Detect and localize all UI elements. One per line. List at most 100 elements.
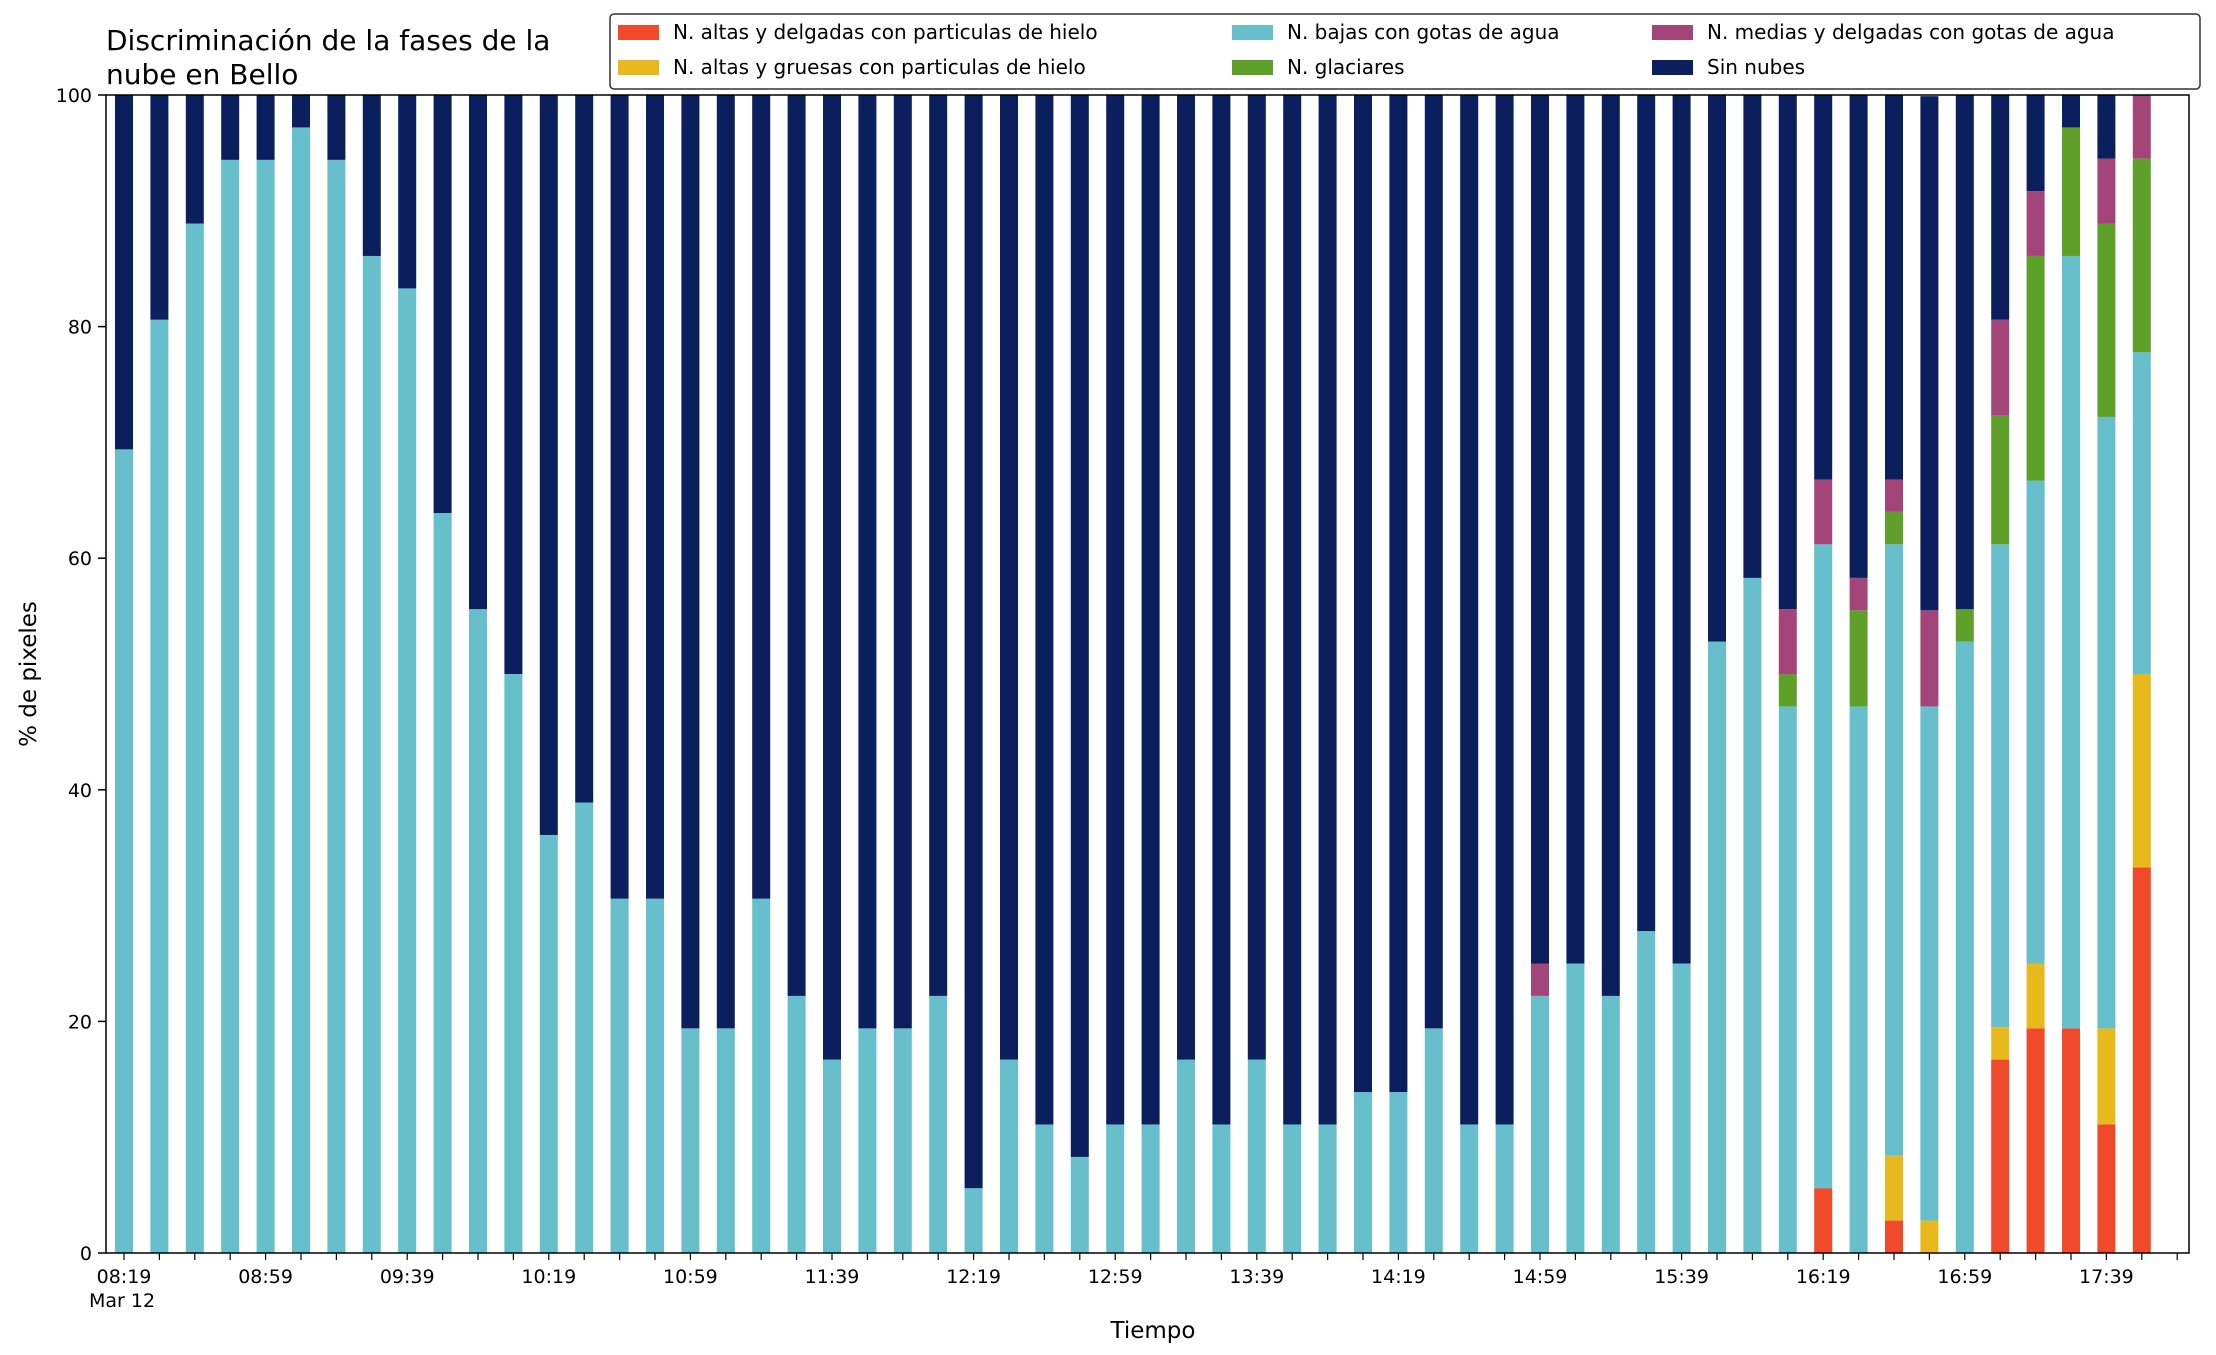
bar-segment-5-5 (292, 95, 310, 128)
bar-segment-2-18 (752, 898, 771, 1253)
bar-segment-2-15 (646, 898, 664, 1253)
bar-segment-2-14 (610, 898, 629, 1253)
bar-segment-2-20 (823, 1059, 841, 1253)
bar-segment-4-48 (1814, 479, 1833, 545)
bar-segment-2-5 (292, 127, 310, 1253)
x-tick-label-10:19: 10:19 (521, 1266, 576, 1288)
bar-segment-5-32 (1247, 95, 1266, 1060)
bar-segment-2-53 (1991, 544, 2010, 1028)
bar-segment-2-4 (256, 159, 275, 1254)
bar-segment-2-27 (1070, 1156, 1089, 1253)
y-axis: 0 20 40 60 80 100 (56, 85, 106, 1265)
bar-segment-2-35 (1354, 1092, 1372, 1253)
bar-segment-5-36 (1389, 95, 1408, 1093)
bar-segment-2-34 (1318, 1124, 1337, 1253)
bar-segment-2-39 (1495, 1124, 1514, 1253)
bar-segment-4-57 (2132, 95, 2151, 159)
legend-swatch-3 (1232, 60, 1273, 75)
bar-segment-0-48 (1814, 1188, 1833, 1253)
legend-label-0: N. altas y delgadas con particulas de hi… (673, 20, 1098, 44)
bar-segment-5-55 (2062, 95, 2080, 128)
bar-segment-0-53 (1991, 1059, 2010, 1253)
bar-segment-5-49 (1849, 95, 1868, 578)
bar-segment-5-3 (221, 95, 240, 160)
bar-segment-1-54 (2026, 963, 2045, 1029)
bar-segment-5-47 (1778, 95, 1797, 610)
bar-segment-5-45 (1708, 95, 1726, 642)
bar-segment-2-28 (1106, 1124, 1125, 1253)
bar-segment-5-52 (1955, 95, 1974, 610)
bar-segment-2-49 (1849, 706, 1868, 1253)
x-tick-label-16:59: 16:59 (1937, 1266, 1992, 1288)
bar-segment-2-16 (681, 1028, 700, 1253)
bar-segment-2-43 (1637, 931, 1656, 1253)
bar-segment-5-44 (1672, 95, 1691, 964)
bar-segment-0-50 (1885, 1220, 1903, 1253)
bar-segment-5-31 (1212, 95, 1231, 1125)
bar-segment-2-41 (1566, 963, 1585, 1253)
bar-segment-3-57 (2132, 158, 2151, 353)
bar-segment-5-46 (1743, 95, 1762, 578)
bar-segment-5-48 (1814, 95, 1833, 480)
bar-segment-0-57 (2132, 867, 2151, 1253)
bar-segment-5-12 (539, 95, 558, 835)
bar-segment-5-50 (1885, 95, 1903, 480)
bar-segment-5-18 (752, 95, 771, 899)
legend-swatch-0 (618, 25, 659, 40)
bar-segment-4-47 (1778, 609, 1797, 674)
x-tick-label-17:39: 17:39 (2079, 1266, 2134, 1288)
bar-segment-2-50 (1885, 544, 1903, 1156)
chart-title-line-1: Discriminación de la fases de la (106, 24, 550, 57)
bar-segment-2-46 (1743, 577, 1762, 1253)
bar-segment-2-54 (2026, 480, 2045, 964)
bar-segment-5-33 (1283, 95, 1302, 1125)
plot-frame (105, 94, 2190, 1254)
bar-segment-0-55 (2062, 1028, 2080, 1253)
bar-segment-5-14 (610, 95, 629, 899)
bar-segment-5-0 (115, 95, 133, 450)
bar-segment-4-50 (1885, 479, 1903, 512)
x-tick-label-12:59: 12:59 (1088, 1266, 1143, 1288)
x-axis-label: Tiempo (1110, 1318, 1196, 1344)
bar-segment-2-7 (362, 255, 381, 1253)
bar-segment-3-55 (2062, 127, 2080, 256)
bar-segment-0-56 (2097, 1124, 2116, 1253)
bar-segment-2-45 (1708, 641, 1726, 1253)
bar-segment-4-51 (1920, 610, 1939, 707)
bars-layer (115, 95, 2151, 1254)
x-tick-label-16:19: 16:19 (1796, 1266, 1851, 1288)
bar-segment-5-22 (893, 95, 912, 1029)
bar-segment-5-25 (1000, 95, 1018, 1060)
bar-segment-2-36 (1389, 1092, 1408, 1253)
bar-segment-2-26 (1035, 1124, 1054, 1253)
legend-label-1: N. altas y gruesas con particulas de hie… (673, 55, 1086, 79)
bar-segment-3-54 (2026, 255, 2045, 481)
bar-segment-2-19 (787, 995, 806, 1253)
x-tick-label-14:19: 14:19 (1371, 1266, 1426, 1288)
bar-segment-2-44 (1672, 963, 1691, 1253)
bar-segment-1-57 (2132, 674, 2151, 868)
bar-segment-5-42 (1601, 95, 1620, 996)
legend-swatch-1 (618, 60, 659, 75)
legend-label-2: N. bajas con gotas de agua (1287, 20, 1560, 44)
bar-segment-5-53 (1991, 95, 2010, 320)
bar-segment-2-9 (433, 513, 452, 1253)
bar-segment-1-53 (1991, 1027, 2010, 1060)
bar-segment-2-33 (1283, 1124, 1302, 1253)
bar-segment-2-22 (893, 1028, 912, 1253)
bar-segment-1-51 (1920, 1220, 1939, 1253)
bar-segment-2-3 (221, 159, 240, 1254)
x-tick-label-08:19: 08:19 (97, 1266, 152, 1288)
bar-segment-2-48 (1814, 544, 1833, 1189)
bar-segment-3-50 (1885, 511, 1903, 545)
bar-segment-2-17 (716, 1028, 735, 1253)
y-tick-label-100: 100 (56, 85, 92, 107)
bar-segment-5-54 (2026, 95, 2045, 192)
legend: N. altas y delgadas con particulas de hi… (609, 13, 2201, 90)
bar-segment-5-56 (2097, 95, 2116, 159)
legend-swatch-2 (1232, 25, 1273, 40)
bar-segment-2-0 (115, 449, 133, 1254)
bar-segment-3-52 (1955, 609, 1974, 642)
bar-segment-2-10 (469, 609, 487, 1253)
